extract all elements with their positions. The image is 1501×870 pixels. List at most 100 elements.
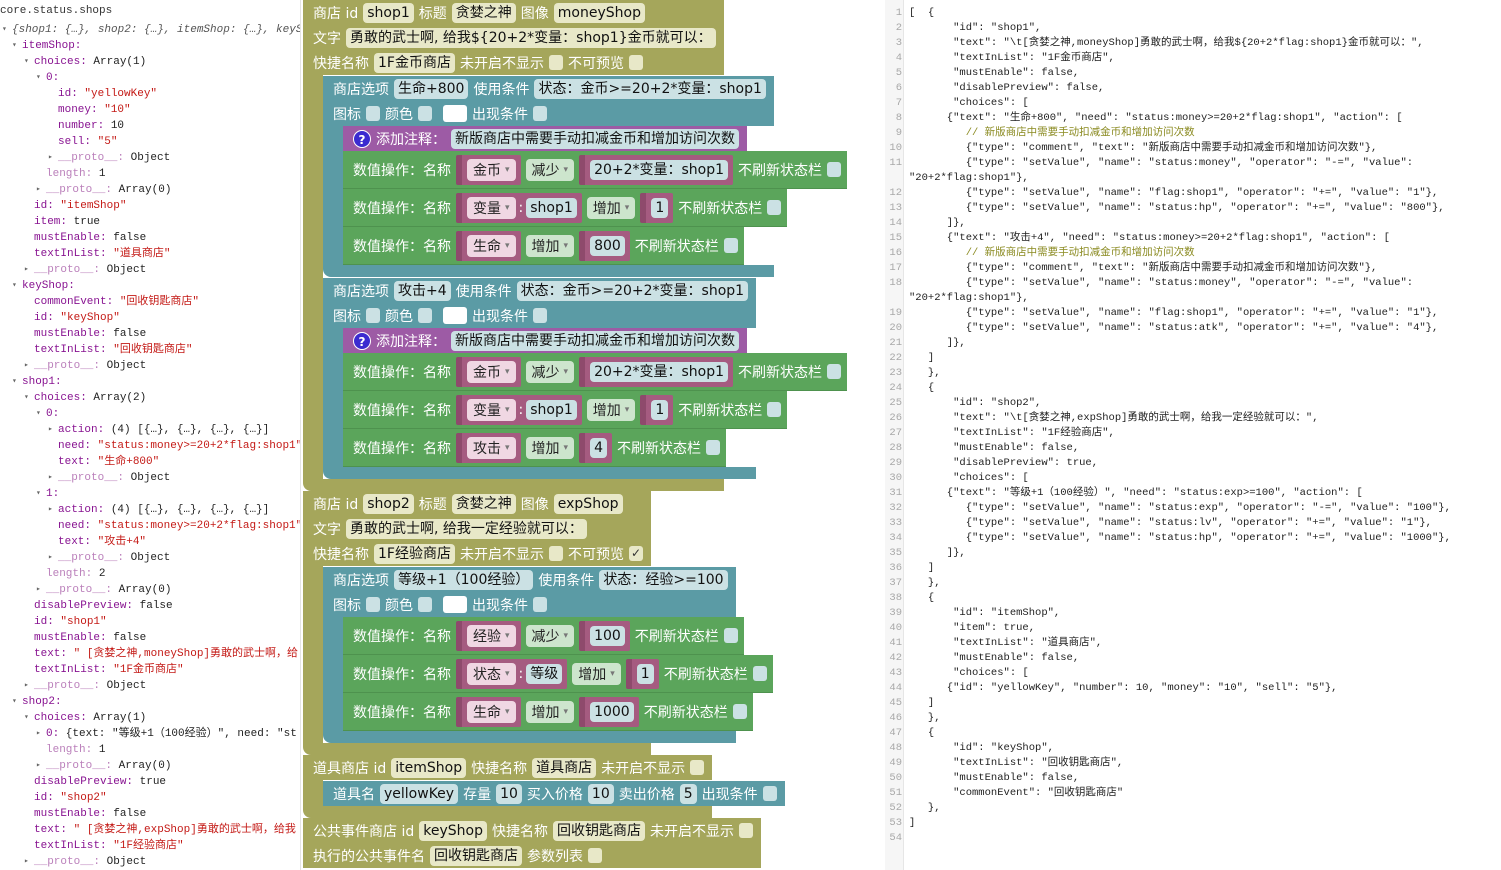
- expand-arrow-icon[interactable]: ▸: [24, 361, 29, 370]
- tree-row[interactable]: ▾ choices: Array(2): [0, 390, 300, 406]
- checkbox[interactable]: [418, 308, 432, 323]
- value-block[interactable]: 攻击 ▾: [456, 432, 521, 463]
- action-block[interactable]: 数值操作：名称 生命 ▾ 增加 ▾ 800 不刷新状态栏: [343, 227, 744, 265]
- code-line[interactable]: 33 {"type": "setValue", "name": "status:…: [885, 516, 1501, 531]
- operator-dropdown[interactable]: 增加 ▾: [572, 662, 621, 685]
- code-editor[interactable]: 1[ {2 "id": "shop1", 3 "text": "\t[贪婪之神,m…: [885, 0, 1501, 870]
- name-dropdown[interactable]: 变量 ▾: [467, 196, 516, 219]
- action-block[interactable]: 数值操作：名称 经验 ▾ 减少 ▾ 100 不刷新状态栏: [343, 617, 744, 655]
- text-field[interactable]: 新版商店中需要手动扣减金币和增加访问次数: [451, 330, 739, 351]
- code-line[interactable]: 42 "mustEnable": false,: [885, 651, 1501, 666]
- operator-dropdown[interactable]: 增加 ▾: [525, 700, 575, 723]
- code-line[interactable]: 41 "textInList": "道具商店",: [885, 636, 1501, 651]
- operator-dropdown[interactable]: 减少 ▾: [525, 624, 575, 647]
- code-line[interactable]: 34 {"type": "setValue", "name": "status:…: [885, 531, 1501, 546]
- action-block[interactable]: 数值操作：名称 金币 ▾ 减少 ▾ 20+2*变量：shop1 不刷新状态栏: [343, 151, 848, 189]
- checkbox[interactable]: [752, 666, 767, 681]
- tree-row[interactable]: ▸ __proto__: Object: [0, 550, 300, 566]
- checkbox[interactable]: [767, 402, 782, 417]
- code-line[interactable]: 51 "commonEvent": "回收钥匙商店": [885, 786, 1501, 801]
- operator-dropdown[interactable]: 增加 ▾: [525, 234, 575, 257]
- value-block[interactable]: 经验 ▾: [456, 620, 521, 651]
- tree-row[interactable]: ▸ __proto__: Object: [0, 262, 300, 278]
- text-field[interactable]: 贪婪之神: [451, 2, 516, 23]
- text-field[interactable]: 勇敢的武士啊, 给我${20+2*变量：shop1}金币就可以：: [346, 27, 716, 48]
- code-line[interactable]: 46 },: [885, 711, 1501, 726]
- code-line[interactable]: 37 },: [885, 576, 1501, 591]
- code-line[interactable]: 3 "text": "\t[贪婪之神,moneyShop]勇敢的武士啊，给我${…: [885, 36, 1501, 51]
- text-field[interactable]: 1: [651, 197, 669, 218]
- code-line[interactable]: 7 "choices": [: [885, 96, 1501, 111]
- checkbox[interactable]: [548, 546, 563, 561]
- checkbox[interactable]: [366, 308, 380, 323]
- shop-block[interactable]: 商店 id shop1 标题 贪婪之神 图像 moneyShop 文字 勇敢的武士啊, 给我$…: [303, 0, 848, 491]
- text-field[interactable]: 10: [496, 783, 522, 804]
- collapse-arrow-icon[interactable]: ▾: [36, 409, 41, 418]
- code-line[interactable]: 27 "textInList": "1F经验商店",: [885, 426, 1501, 441]
- code-line[interactable]: 5 "mustEnable": false,: [885, 66, 1501, 81]
- text-field[interactable]: shop1: [526, 197, 577, 218]
- expand-arrow-icon[interactable]: ▸: [36, 761, 41, 770]
- name-dropdown[interactable]: 金币 ▾: [467, 360, 516, 383]
- value-block[interactable]: 1000: [579, 696, 639, 727]
- name-dropdown[interactable]: 生命 ▾: [467, 234, 516, 257]
- expand-arrow-icon[interactable]: ▸: [36, 585, 41, 594]
- text-field[interactable]: 新版商店中需要手动扣减金币和增加访问次数: [451, 128, 739, 149]
- code-line[interactable]: 17 {"type": "comment", "text": "新版商店中需要手…: [885, 261, 1501, 276]
- action-block[interactable]: 数值操作：名称 变量 ▾: shop1 增加 ▾ 1 不刷新状态栏: [343, 189, 788, 227]
- expand-arrow-icon[interactable]: ▸: [36, 185, 41, 194]
- collapse-arrow-icon[interactable]: ▾: [24, 393, 29, 402]
- code-line[interactable]: 24 {: [885, 381, 1501, 396]
- checkbox[interactable]: [767, 200, 782, 215]
- comment-block[interactable]: ? 添加注释： 新版商店中需要手动扣减金币和增加访问次数: [343, 328, 747, 353]
- object-preview-row[interactable]: ▾ {shop1: {…}, shop2: {…}, itemShop: {…},…: [0, 22, 300, 38]
- text-field[interactable]: 1000: [590, 701, 634, 722]
- help-icon[interactable]: ?: [353, 129, 371, 148]
- text-field[interactable]: 勇敢的武士啊, 给我一定经验就可以：: [346, 518, 587, 539]
- code-line[interactable]: 22 ]: [885, 351, 1501, 366]
- name-dropdown[interactable]: 金币 ▾: [467, 158, 516, 181]
- option-block[interactable]: 商店选项 生命+800 使用条件 状态：金币>=20+2*变量：shop1 图标 颜色 出现…: [323, 76, 848, 277]
- tree-row[interactable]: ▾ keyShop:: [0, 278, 300, 294]
- checkbox[interactable]: [705, 440, 720, 455]
- checkbox[interactable]: ✓: [628, 546, 643, 561]
- blockly-workspace[interactable]: 商店 id shop1 标题 贪婪之神 图像 moneyShop 文字 勇敢的武士啊, 给我$…: [300, 0, 885, 870]
- expand-arrow-icon[interactable]: ▸: [24, 681, 29, 690]
- shop-block[interactable]: 道具商店 id itemShop 快捷名称 道具商店 未开启不显示 道具名 yellowKe…: [303, 755, 847, 818]
- checkbox[interactable]: [690, 760, 705, 775]
- value-block[interactable]: 4: [579, 432, 612, 463]
- tree-row[interactable]: ▾ choices: Array(1): [0, 710, 300, 726]
- code-line[interactable]: 21 ]},: [885, 336, 1501, 351]
- code-line[interactable]: 13 {"type": "setValue", "name": "status:…: [885, 201, 1501, 216]
- code-line[interactable]: 25 "id": "shop2",: [885, 396, 1501, 411]
- expand-arrow-icon[interactable]: ▸: [24, 857, 29, 866]
- code-line[interactable]: 38 {: [885, 591, 1501, 606]
- value-block[interactable]: 800: [579, 230, 630, 261]
- expand-arrow-icon[interactable]: ▸: [48, 553, 53, 562]
- code-line[interactable]: 49 "textInList": "回收钥匙商店",: [885, 756, 1501, 771]
- code-line[interactable]: 45 ]: [885, 696, 1501, 711]
- checkbox[interactable]: [366, 106, 380, 121]
- checkbox[interactable]: [723, 628, 738, 643]
- value-block[interactable]: 1: [640, 192, 674, 223]
- code-line[interactable]: 35 ]},: [885, 546, 1501, 561]
- code-line[interactable]: 9 // 新版商店中需要手动扣减金币和增加访问次数: [885, 126, 1501, 141]
- code-line[interactable]: 40 "item": true,: [885, 621, 1501, 636]
- code-line[interactable]: 31 {"text": "等级+1（100经验）", "need": "stat…: [885, 486, 1501, 501]
- text-field[interactable]: 状态：金币>=20+2*变量：shop1: [534, 78, 766, 99]
- code-line[interactable]: 36 ]: [885, 561, 1501, 576]
- action-block[interactable]: 数值操作：名称 变量 ▾: shop1 增加 ▾ 1 不刷新状态栏: [343, 391, 788, 429]
- code-line[interactable]: 39 "id": "itemShop",: [885, 606, 1501, 621]
- code-line[interactable]: "20+2*flag:shop1"},: [885, 171, 1501, 186]
- text-field[interactable]: 4: [590, 437, 607, 458]
- code-line[interactable]: 26 "text": "\t[贪婪之神,expShop]勇敢的武士啊，给我一定经…: [885, 411, 1501, 426]
- shop-block[interactable]: 商店 id shop2 标题 贪婪之神 图像 expShop 文字 勇敢的武士啊, 给我一定经…: [303, 491, 847, 755]
- code-line[interactable]: 15 {"text": "攻击+4", "need": "status:mone…: [885, 231, 1501, 246]
- tree-row[interactable]: ▸ __proto__: Object: [0, 854, 300, 870]
- text-field[interactable]: 回收钥匙商店: [430, 845, 522, 866]
- text-field[interactable]: 等级: [526, 663, 563, 684]
- tree-row[interactable]: ▾ itemShop:: [0, 38, 300, 54]
- code-line[interactable]: 29 "disablePreview": true,: [885, 456, 1501, 471]
- checkbox[interactable]: [588, 848, 602, 863]
- checkbox[interactable]: [533, 106, 547, 121]
